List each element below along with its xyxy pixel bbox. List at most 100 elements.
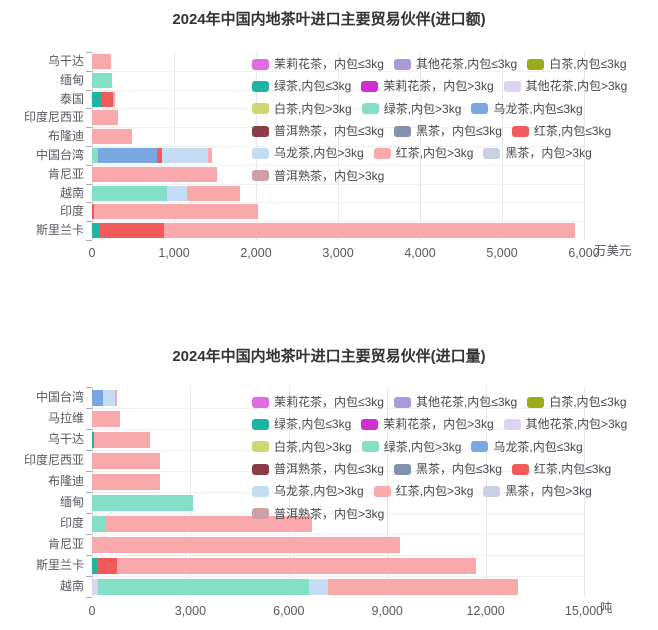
- legend-item[interactable]: 红茶,内包≤3kg: [511, 125, 611, 137]
- bar-segment-hongcha_le3[interactable]: [156, 147, 162, 163]
- legend-swatch-icon: [361, 80, 379, 92]
- bar-segment-oolong_gt3[interactable]: [308, 578, 328, 595]
- legend-item[interactable]: 其他花茶,内包>3kg: [503, 418, 627, 430]
- bar-segment-hongcha_gt3[interactable]: [92, 53, 111, 69]
- legend-item[interactable]: 白茶,内包>3kg: [252, 441, 352, 453]
- bar-segment-hongcha_le3[interactable]: [101, 91, 114, 107]
- legend-item[interactable]: 乌龙茶,内包≤3kg: [471, 441, 583, 453]
- bar-segment-hongcha_gt3[interactable]: [113, 91, 116, 107]
- legend-item[interactable]: 普洱熟茶，内包>3kg: [252, 508, 384, 520]
- legend-item[interactable]: 普洱熟茶，内包≤3kg: [252, 463, 384, 475]
- legend-item[interactable]: 黑茶，内包>3kg: [483, 485, 592, 497]
- legend-item[interactable]: 茉莉花茶，内包>3kg: [361, 80, 494, 92]
- bar-segment-hongcha_gt3[interactable]: [92, 452, 160, 469]
- legend-item[interactable]: 茉莉花茶，内包≤3kg: [252, 58, 384, 70]
- legend-row: 普洱熟茶，内包>3kg: [252, 502, 627, 524]
- legend-item[interactable]: 白茶,内包>3kg: [252, 103, 352, 115]
- bar-segment-oolong_gt3[interactable]: [102, 389, 115, 406]
- legend-item[interactable]: 乌龙茶,内包>3kg: [252, 485, 364, 497]
- bar-segment-green_gt3[interactable]: [92, 185, 167, 201]
- legend-item[interactable]: 红茶,内包>3kg: [373, 147, 473, 159]
- legend-item[interactable]: 黑茶，内包≤3kg: [393, 463, 502, 475]
- legend-item[interactable]: 乌龙茶,内包≤3kg: [471, 103, 583, 115]
- legend-item[interactable]: 茉莉花茶，内包≤3kg: [252, 396, 384, 408]
- legend-item[interactable]: 茉莉花茶，内包>3kg: [361, 418, 494, 430]
- legend-item[interactable]: 白茶,内包≤3kg: [527, 58, 627, 70]
- bar-segment-hongcha_gt3[interactable]: [114, 389, 117, 406]
- bar-segment-hongcha_gt3[interactable]: [92, 110, 119, 126]
- legend-item[interactable]: 其他花茶,内包>3kg: [503, 80, 627, 92]
- legend-item[interactable]: 普洱熟茶，内包≤3kg: [252, 125, 384, 137]
- bar-segment-oolong_gt3[interactable]: [161, 147, 208, 163]
- bar-segment-hongcha_gt3[interactable]: [92, 536, 400, 553]
- bar-segment-green_gt3[interactable]: [92, 494, 193, 511]
- y-axis-tick-mark: [86, 408, 92, 409]
- legend-label: 普洱熟茶，内包≤3kg: [274, 124, 384, 139]
- bar-segment-hongcha_gt3[interactable]: [207, 147, 212, 163]
- bar-segment-hongcha_gt3[interactable]: [116, 557, 476, 574]
- legend-label: 乌龙茶,内包>3kg: [274, 146, 364, 161]
- bar-segment-green_le3[interactable]: [92, 431, 95, 448]
- x-axis-tick-label: 12,000: [466, 604, 505, 618]
- legend-item[interactable]: 白茶,内包≤3kg: [527, 395, 627, 410]
- bar-segment-hongcha_gt3[interactable]: [92, 473, 160, 490]
- legend-swatch-icon: [483, 485, 501, 497]
- gridline-horizontal: [92, 555, 584, 556]
- x-axis-tick-label: 15,000: [564, 604, 604, 618]
- bar-segment-hongcha_gt3[interactable]: [94, 431, 151, 448]
- bar-segment-oolong_gt3[interactable]: [166, 185, 187, 201]
- legend-label: 绿茶,内包>3kg: [383, 439, 462, 454]
- legend-item[interactable]: 黑茶，内包>3kg: [483, 147, 592, 159]
- bar-segment-hongcha_le3[interactable]: [92, 204, 95, 220]
- legend-item[interactable]: 普洱熟茶，内包>3kg: [252, 170, 384, 182]
- legend-item[interactable]: 其他花茶,内包≤3kg: [393, 395, 518, 410]
- legend-swatch-icon: [252, 508, 269, 520]
- legend-item[interactable]: 绿茶,内包≤3kg: [252, 80, 351, 92]
- y-axis-label: 越南: [59, 579, 84, 593]
- y-axis-label: 中国台湾: [35, 390, 84, 404]
- bar-segment-green_le3[interactable]: [92, 223, 99, 239]
- legend-label: 白茶,内包>3kg: [274, 101, 352, 116]
- legend-item[interactable]: 红茶,内包≤3kg: [511, 463, 611, 475]
- legend-swatch-icon: [252, 147, 269, 159]
- legend-item[interactable]: 乌龙茶,内包>3kg: [252, 147, 364, 159]
- bar-segment-hongcha_gt3[interactable]: [163, 223, 575, 239]
- bar-segment-green_le3[interactable]: [92, 91, 102, 107]
- x-axis-tick-label: 0: [88, 604, 96, 618]
- bar-segment-green_gt3[interactable]: [97, 578, 309, 595]
- legend-item[interactable]: 绿茶,内包>3kg: [361, 103, 461, 115]
- bar-segment-hongcha_gt3[interactable]: [92, 166, 218, 182]
- legend-row: 茉莉花茶，内包≤3kg 其他花茶,内包≤3kg 白茶,内包≤3kg: [252, 391, 627, 413]
- legend-swatch-icon: [483, 147, 501, 159]
- legend-label: 其他花茶,内包≤3kg: [415, 395, 518, 410]
- bar-segment-hongcha_gt3[interactable]: [92, 129, 133, 145]
- legend-item[interactable]: 其他花茶,内包≤3kg: [393, 58, 517, 70]
- bar-segment-green_le3[interactable]: [92, 557, 97, 574]
- bar-segment-oolong_le3[interactable]: [92, 389, 103, 406]
- gridline-horizontal: [92, 429, 584, 430]
- legend-label: 白茶,内包≤3kg: [549, 395, 627, 410]
- legend-item[interactable]: 绿茶,内包≤3kg: [252, 418, 351, 430]
- y-axis-tick-mark: [86, 513, 92, 514]
- legend-swatch-icon: [511, 463, 529, 475]
- bar-segment-hongcha_gt3[interactable]: [186, 185, 241, 201]
- bar-segment-green_gt3[interactable]: [92, 515, 106, 532]
- bar-segment-hongcha_le3[interactable]: [98, 223, 164, 239]
- legend-item[interactable]: 黑茶，内包≤3kg: [393, 124, 502, 139]
- bar-segment-hongcha_gt3[interactable]: [327, 578, 519, 595]
- bar-segment-green_gt3[interactable]: [92, 72, 113, 88]
- bar-segment-hongcha_le3[interactable]: [96, 557, 117, 574]
- y-axis-tick-mark: [86, 221, 92, 223]
- legend-label: 黑茶，内包≤3kg: [415, 124, 502, 139]
- legend-item[interactable]: 绿茶,内包>3kg: [361, 439, 462, 454]
- bar-segment-hongcha_gt3[interactable]: [105, 515, 313, 532]
- bar-segment-green_gt3[interactable]: [92, 147, 98, 163]
- bar-segment-hongcha_gt3[interactable]: [92, 410, 120, 427]
- bar-segment-hongcha_gt3[interactable]: [94, 204, 259, 220]
- y-axis-tick-mark: [86, 387, 92, 388]
- bar-segment-oolong_le3[interactable]: [97, 147, 157, 163]
- legend-row: 乌龙茶,内包>3kg 红茶,内包>3kg 黑茶，内包>3kg: [252, 480, 627, 502]
- y-axis-tick-mark: [86, 89, 92, 91]
- bar-segment-other_flower_gt3[interactable]: [92, 578, 98, 595]
- legend-item[interactable]: 红茶,内包>3kg: [373, 485, 473, 497]
